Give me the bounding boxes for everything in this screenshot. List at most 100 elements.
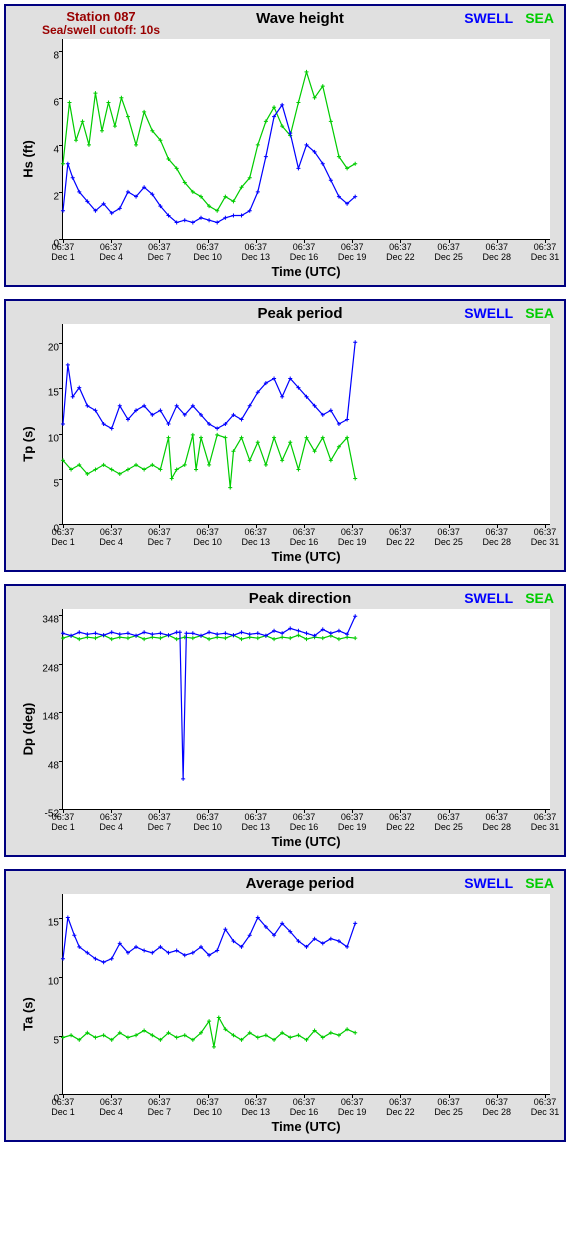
ytick: 2 [53, 192, 63, 203]
xtick-mark [400, 239, 401, 243]
xtick: 06:37Dec 1 [51, 1098, 75, 1118]
wave-height-title: Wave height [186, 10, 414, 27]
xtick: 06:37Dec 10 [193, 813, 222, 833]
xtick-mark [352, 239, 353, 243]
xtick: 06:37Dec 31 [531, 528, 560, 548]
legend-sea: SEA [525, 10, 554, 26]
peak-direction-panel: Peak directionSWELLSEADp (deg)-524814824… [4, 584, 566, 857]
sea-line [63, 435, 355, 488]
sea-line [63, 72, 355, 211]
xtick: 06:37Dec 22 [386, 813, 415, 833]
xtick-mark [400, 809, 401, 813]
legend: SWELL SEA [414, 305, 554, 321]
legend-swell: SWELL [464, 305, 513, 321]
peak-period-header: Peak period SWELL SEA [12, 303, 558, 322]
legend-swell: SWELL [464, 10, 513, 26]
xtick-mark [497, 1094, 498, 1098]
average-period-panel: Average periodSWELLSEA Ta (s)05101506:37D… [4, 869, 566, 1142]
xtick-mark [208, 239, 209, 243]
xtick-mark [400, 524, 401, 528]
wave-height-header: Station 087Sea/swell cutoff: 10sWave hei… [12, 8, 558, 37]
xtick: 06:37Dec 28 [483, 243, 512, 263]
xtick: 06:37Dec 25 [434, 1098, 463, 1118]
legend-swell: SWELL [464, 590, 513, 606]
xtick: 06:37Dec 10 [193, 243, 222, 263]
xtick: 06:37Dec 16 [290, 1098, 319, 1118]
xtick: 06:37Dec 31 [531, 1098, 560, 1118]
peak-period-svg [63, 324, 550, 524]
average-period-plot-wrap: Ta (s)05101506:37Dec 106:37Dec 406:37Dec… [62, 894, 550, 1134]
xtick: 06:37Dec 22 [386, 528, 415, 548]
wave-height-svg [63, 39, 550, 239]
ytick: 48 [48, 760, 63, 771]
xtick: 06:37Dec 19 [338, 528, 367, 548]
xtick-mark [256, 809, 257, 813]
xtick: 06:37Dec 13 [242, 243, 271, 263]
xtick-mark [352, 809, 353, 813]
xtick-mark [159, 1094, 160, 1098]
xtick: 06:37Dec 1 [51, 528, 75, 548]
xtick-mark [208, 1094, 209, 1098]
xtick-mark [449, 239, 450, 243]
swell-line [63, 343, 355, 429]
peak-period-title: Peak period [186, 305, 414, 322]
xtick-mark [208, 524, 209, 528]
ytick: 248 [42, 663, 63, 674]
ytick: 20 [48, 342, 63, 353]
xtick-mark [352, 1094, 353, 1098]
peak-direction-title: Peak direction [186, 590, 414, 607]
xtick-mark [497, 809, 498, 813]
xtick-mark [159, 239, 160, 243]
xtick-mark [111, 809, 112, 813]
xaxis-label: Time (UTC) [62, 834, 550, 849]
ytick: 348 [42, 615, 63, 626]
peak-period-plot-area: 0510152006:37Dec 106:37Dec 406:37Dec 706… [62, 324, 550, 525]
xtick-mark [256, 1094, 257, 1098]
ytick: 15 [48, 918, 63, 929]
ytick: 4 [53, 145, 63, 156]
xtick-mark [497, 239, 498, 243]
legend-sea: SEA [525, 305, 554, 321]
xtick-mark [63, 809, 64, 813]
average-period-svg [63, 894, 550, 1094]
xtick-mark [256, 239, 257, 243]
xtick: 06:37Dec 16 [290, 528, 319, 548]
xtick: 06:37Dec 4 [99, 1098, 123, 1118]
xtick: 06:37Dec 22 [386, 243, 415, 263]
xtick-mark [111, 239, 112, 243]
xtick: 06:37Dec 22 [386, 1098, 415, 1118]
xtick: 06:37Dec 13 [242, 813, 271, 833]
xtick: 06:37Dec 19 [338, 243, 367, 263]
xtick-mark [545, 239, 546, 243]
xtick-mark [352, 524, 353, 528]
xtick: 06:37Dec 4 [99, 813, 123, 833]
xtick: 06:37Dec 1 [51, 813, 75, 833]
xtick-mark [111, 524, 112, 528]
average-period-plot-area: 05101506:37Dec 106:37Dec 406:37Dec 706:3… [62, 894, 550, 1095]
average-period-header: Average periodSWELLSEA [12, 873, 558, 892]
station-label: Station 087 [16, 10, 186, 24]
ytick: 5 [53, 479, 63, 490]
xtick-mark [545, 1094, 546, 1098]
wave-height-ylabel: Hs (ft) [21, 141, 36, 179]
xtick: 06:37Dec 13 [242, 1098, 271, 1118]
xtick: 06:37Dec 28 [483, 528, 512, 548]
average-period-title: Average period [186, 875, 414, 892]
xtick-mark [159, 524, 160, 528]
xtick: 06:37Dec 25 [434, 813, 463, 833]
ytick: 10 [48, 976, 63, 987]
wave-height-plot-wrap: Hs (ft)0246806:37Dec 106:37Dec 406:37Dec… [62, 39, 550, 279]
peak-direction-svg [63, 609, 550, 809]
xtick: 06:37Dec 31 [531, 243, 560, 263]
peak-direction-plot-area: -524814824834806:37Dec 106:37Dec 406:37D… [62, 609, 550, 810]
peak-period-ylabel: Tp (s) [21, 427, 36, 462]
xtick: 06:37Dec 16 [290, 243, 319, 263]
xtick: 06:37Dec 7 [148, 528, 172, 548]
xtick: 06:37Dec 7 [148, 243, 172, 263]
peak-period-plot-wrap: Tp (s)0510152006:37Dec 106:37Dec 406:37D… [62, 324, 550, 564]
peak-direction-plot-wrap: Dp (deg)-524814824834806:37Dec 106:37Dec… [62, 609, 550, 849]
xtick: 06:37Dec 7 [148, 1098, 172, 1118]
xtick-mark [304, 1094, 305, 1098]
peak-direction-ylabel: Dp (deg) [21, 703, 36, 756]
xtick-mark [304, 239, 305, 243]
